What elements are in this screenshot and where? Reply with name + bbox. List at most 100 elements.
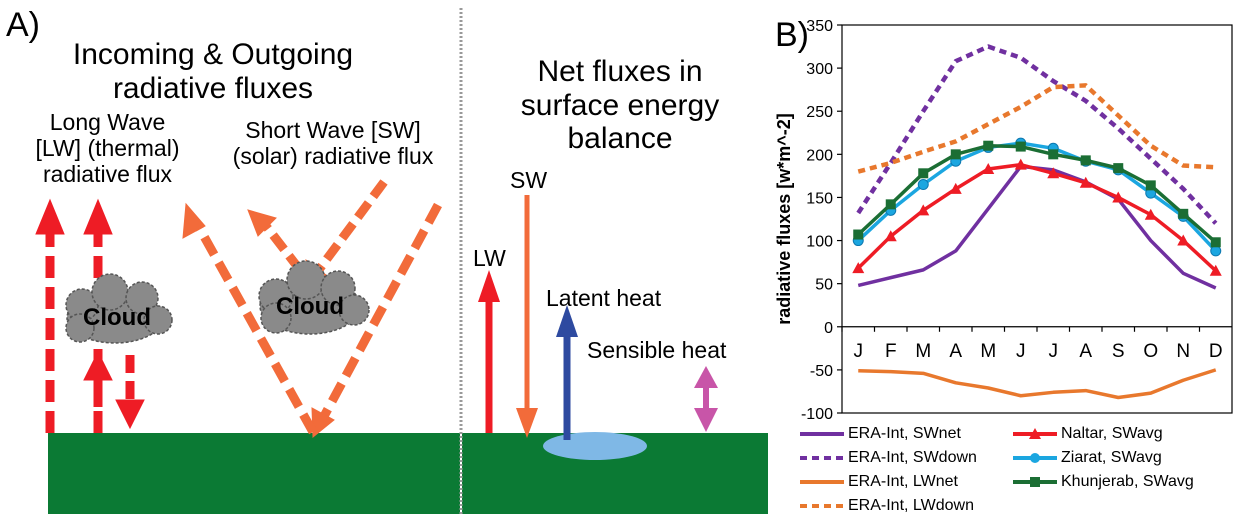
- cloud-right-label: Cloud: [276, 293, 344, 320]
- x-tick-label: F: [885, 341, 897, 362]
- legend-item: Naltar, SWavg: [1013, 425, 1163, 443]
- data-point: [852, 262, 865, 274]
- y-tick-label: -100: [801, 406, 833, 423]
- y-tick-label: 350: [806, 18, 833, 35]
- x-tick-label: M: [915, 341, 931, 362]
- legend-label: ERA-Int, SWnet: [848, 425, 961, 442]
- y-tick-label: 0: [824, 320, 833, 337]
- data-point: [885, 199, 896, 210]
- legend-item: ERA-Int, LWdown: [800, 497, 974, 515]
- data-point: [853, 229, 864, 240]
- sw-arrow-to-cloud: [311, 179, 388, 278]
- y-tick-label: 150: [806, 190, 833, 207]
- x-tick-label: A: [949, 341, 962, 362]
- net-lw-arrow-head: [478, 270, 500, 302]
- lw-arrow-down-head: [115, 399, 145, 430]
- y-tick-label: 300: [806, 61, 833, 78]
- data-point: [1210, 237, 1221, 248]
- lake: [543, 432, 647, 460]
- data-point: [1014, 158, 1027, 170]
- series-line: [858, 368, 1217, 400]
- legend-label: Ziarat, SWavg: [1061, 449, 1162, 466]
- x-tick-label: M: [980, 341, 996, 362]
- data-point: [982, 162, 995, 174]
- y-tick-label: 50: [815, 277, 833, 294]
- data-point: [1048, 149, 1059, 160]
- x-tick-label: J: [1016, 341, 1026, 362]
- sensible-heat-arrow-up: [694, 366, 718, 388]
- data-point: [983, 140, 994, 151]
- x-tick-label: N: [1176, 341, 1190, 362]
- y-tick-label: 200: [806, 147, 833, 164]
- sw-arrow-out: [192, 219, 317, 435]
- y-axis-label: radiative fluxes [w*m^-2]: [774, 113, 794, 325]
- latent-heat-label: Latent heat: [546, 285, 662, 311]
- legend-swatch: [1013, 477, 1057, 487]
- legend-item: ERA-Int, LWnet: [800, 473, 958, 491]
- x-tick-label: J: [854, 341, 864, 362]
- data-point: [1178, 208, 1189, 219]
- legend-swatch: [800, 432, 844, 436]
- data-point: [950, 149, 961, 160]
- x-tick-label: J: [1049, 341, 1059, 362]
- data-point: [1144, 208, 1157, 220]
- cloud-left-label: Cloud: [83, 304, 151, 331]
- sw-arrow-out-head: [182, 202, 206, 239]
- plot-frame: [841, 24, 1233, 414]
- cloud-left-shape: [65, 273, 173, 344]
- legend-label: ERA-Int, LWnet: [848, 473, 958, 490]
- legend-swatch: [1013, 453, 1057, 463]
- x-tick-label: D: [1209, 341, 1223, 362]
- lw-arrows: [35, 198, 145, 433]
- lw-arrow-up-1-head: [35, 198, 65, 235]
- cloud-right-shape: [258, 260, 370, 335]
- legend-item: Khunjerab, SWavg: [1013, 473, 1194, 491]
- legend-label: ERA-Int, LWdown: [848, 497, 974, 514]
- net-sw-label: SW: [510, 167, 548, 193]
- latent-heat-arrow-head: [556, 305, 578, 337]
- legend-item: Ziarat, SWavg: [1013, 449, 1162, 467]
- sw-arrow-in: [318, 202, 442, 423]
- series-line: [857, 141, 1218, 253]
- x-tick-label: S: [1112, 341, 1125, 362]
- sensible-heat-label: Sensible heat: [587, 337, 727, 363]
- data-point: [1145, 180, 1156, 191]
- data-point: [917, 179, 929, 191]
- data-point: [1047, 167, 1060, 179]
- data-point: [918, 168, 929, 179]
- data-point: [917, 204, 930, 216]
- legend-swatch: [1013, 428, 1057, 439]
- net-flux-arrows: [478, 195, 718, 460]
- panel-b-letter: B): [775, 16, 809, 54]
- sensible-heat-arrow-down: [694, 408, 718, 432]
- net-lw-label: LW: [473, 245, 506, 271]
- legend-swatch: [800, 456, 844, 460]
- data-point: [1015, 141, 1026, 152]
- data-point: [1113, 163, 1124, 174]
- panel-a-letter: A): [6, 6, 40, 44]
- data-point: [1177, 234, 1190, 246]
- legend-swatch: [800, 504, 844, 508]
- panel-a-title: Incoming & Outgoing radiative fluxes: [72, 38, 354, 105]
- data-point: [1112, 191, 1125, 203]
- series-line: [856, 44, 1218, 225]
- data-point: [949, 182, 962, 194]
- y-tick-label: 100: [806, 234, 833, 251]
- net-fluxes-title: Net fluxes in surface energy balance: [520, 55, 720, 156]
- legend-item: ERA-Int, SWnet: [800, 425, 961, 443]
- data-point: [1079, 176, 1092, 188]
- lw-arrow-up-3-head: [83, 350, 113, 381]
- y-tick-label: -50: [810, 363, 833, 380]
- series-line: [857, 143, 1217, 244]
- legend-swatch: [800, 480, 844, 484]
- lw-arrow-up-2-head: [83, 198, 113, 235]
- sw-label: Short Wave [SW] (solar) radiative flux: [232, 117, 434, 169]
- data-point: [884, 230, 897, 242]
- legend-label: ERA-Int, SWdown: [848, 449, 977, 466]
- x-tick-label: A: [1079, 341, 1092, 362]
- legend-item: ERA-Int, SWdown: [800, 449, 977, 467]
- legend-label: Khunjerab, SWavg: [1061, 473, 1194, 490]
- series-line: [857, 83, 1216, 174]
